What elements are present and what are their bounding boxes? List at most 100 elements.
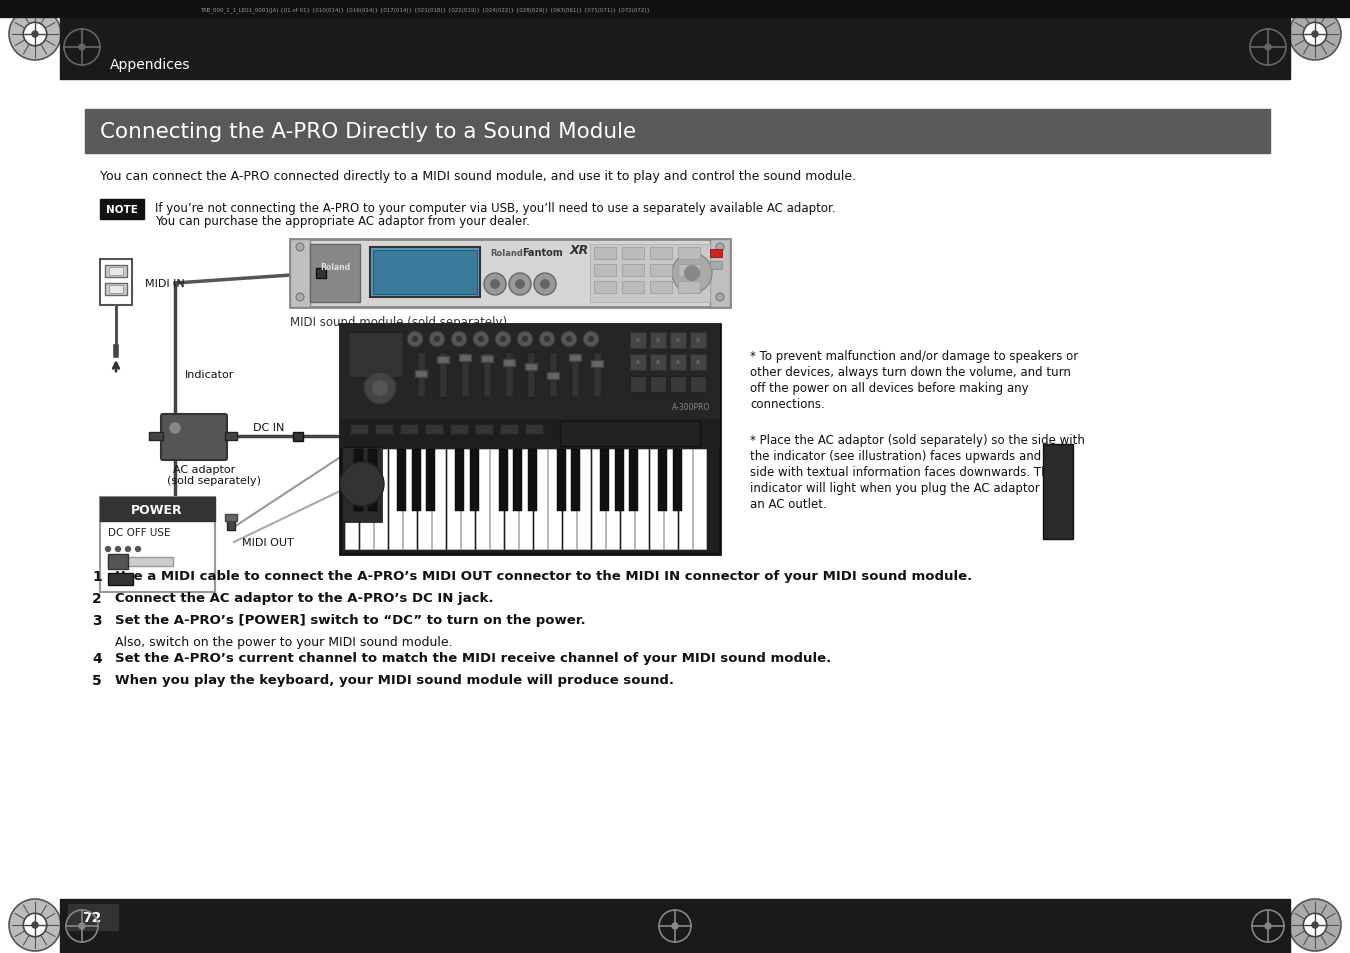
Circle shape: [1265, 923, 1270, 929]
Bar: [678, 265, 701, 276]
Bar: [59, 18, 1291, 80]
Bar: [105, 284, 127, 295]
Bar: [447, 450, 459, 550]
Circle shape: [116, 547, 120, 552]
Bar: [290, 240, 730, 308]
Text: Connect the AC adaptor to the A-PRO’s DC IN jack.: Connect the AC adaptor to the A-PRO’s DC…: [115, 592, 494, 604]
Bar: [525, 365, 537, 372]
Bar: [59, 899, 1291, 953]
Circle shape: [23, 913, 47, 937]
Circle shape: [517, 332, 533, 348]
Circle shape: [429, 332, 446, 348]
Bar: [594, 248, 616, 260]
Bar: [225, 515, 238, 521]
Bar: [621, 450, 633, 550]
Bar: [404, 450, 416, 550]
Bar: [505, 353, 513, 397]
Bar: [649, 355, 666, 371]
Text: You can purchase the appropriate AC adaptor from your dealer.: You can purchase the appropriate AC adap…: [155, 214, 529, 228]
Bar: [558, 450, 566, 512]
Circle shape: [451, 332, 467, 348]
Circle shape: [1289, 899, 1341, 951]
Bar: [649, 376, 666, 393]
Text: POWER: POWER: [131, 503, 182, 516]
Bar: [690, 355, 706, 371]
Circle shape: [672, 923, 678, 929]
Circle shape: [514, 280, 525, 290]
Bar: [664, 450, 676, 550]
Text: Roland: Roland: [490, 249, 522, 257]
Text: TAB_000_1_1_LE01_0001(JA) {01 of 01} {010(014)} {016(014)} {017(014)} {021(018)}: TAB_000_1_1_LE01_0001(JA) {01 of 01} {01…: [200, 8, 649, 12]
Circle shape: [478, 336, 485, 343]
Bar: [591, 450, 605, 550]
Bar: [348, 333, 404, 377]
Text: * Place the AC adaptor (sold separately) so the side with: * Place the AC adaptor (sold separately)…: [751, 434, 1085, 447]
Bar: [105, 266, 127, 277]
Bar: [622, 265, 644, 276]
Text: A: A: [656, 360, 660, 365]
Bar: [342, 448, 382, 522]
Circle shape: [540, 280, 549, 290]
Bar: [412, 450, 421, 512]
Bar: [460, 353, 468, 397]
Bar: [670, 376, 686, 393]
Bar: [373, 251, 477, 294]
Bar: [670, 355, 686, 371]
Bar: [85, 110, 1270, 153]
Bar: [649, 450, 663, 550]
Text: Set the A-PRO’s current channel to match the MIDI receive channel of your MIDI s: Set the A-PRO’s current channel to match…: [115, 651, 832, 664]
Circle shape: [23, 23, 47, 47]
Text: off the power on all devices before making any: off the power on all devices before maki…: [751, 381, 1029, 395]
Circle shape: [9, 899, 61, 951]
Circle shape: [684, 266, 701, 282]
Bar: [340, 325, 720, 555]
Circle shape: [32, 923, 38, 928]
Text: connections.: connections.: [751, 397, 825, 411]
Bar: [490, 450, 504, 550]
Bar: [397, 450, 406, 512]
Circle shape: [32, 32, 38, 38]
Bar: [634, 450, 648, 550]
Text: indicator will light when you plug the AC adaptor into: indicator will light when you plug the A…: [751, 481, 1066, 495]
Bar: [525, 424, 543, 435]
Bar: [437, 366, 450, 373]
Bar: [649, 248, 672, 260]
Bar: [455, 450, 464, 512]
Circle shape: [566, 336, 572, 343]
Bar: [389, 450, 401, 550]
Bar: [417, 450, 431, 550]
Bar: [439, 353, 447, 397]
Bar: [518, 450, 532, 550]
Text: A: A: [676, 338, 680, 343]
Text: XR: XR: [570, 244, 589, 256]
Circle shape: [589, 336, 594, 343]
Bar: [374, 450, 387, 550]
Bar: [630, 333, 647, 349]
Bar: [225, 433, 238, 440]
Bar: [622, 282, 644, 294]
Circle shape: [485, 274, 506, 295]
Text: A: A: [697, 338, 699, 343]
Bar: [549, 353, 558, 397]
Circle shape: [80, 923, 85, 929]
Bar: [100, 497, 215, 593]
Text: * To prevent malfunction and/or damage to speakers or: * To prevent malfunction and/or damage t…: [751, 350, 1079, 363]
Bar: [346, 450, 358, 550]
Bar: [293, 433, 302, 441]
Bar: [481, 366, 493, 373]
Bar: [659, 450, 667, 512]
Circle shape: [1312, 32, 1318, 38]
Text: A: A: [656, 338, 660, 343]
Text: NOTE: NOTE: [107, 205, 138, 214]
Circle shape: [412, 336, 418, 343]
Text: Fantom: Fantom: [522, 248, 563, 257]
Bar: [354, 450, 363, 512]
Circle shape: [433, 336, 440, 343]
Bar: [340, 325, 720, 419]
Text: Indicator: Indicator: [185, 370, 235, 379]
Bar: [622, 248, 644, 260]
Bar: [425, 424, 443, 435]
Bar: [571, 353, 579, 397]
Circle shape: [1303, 23, 1327, 47]
Bar: [679, 450, 691, 550]
